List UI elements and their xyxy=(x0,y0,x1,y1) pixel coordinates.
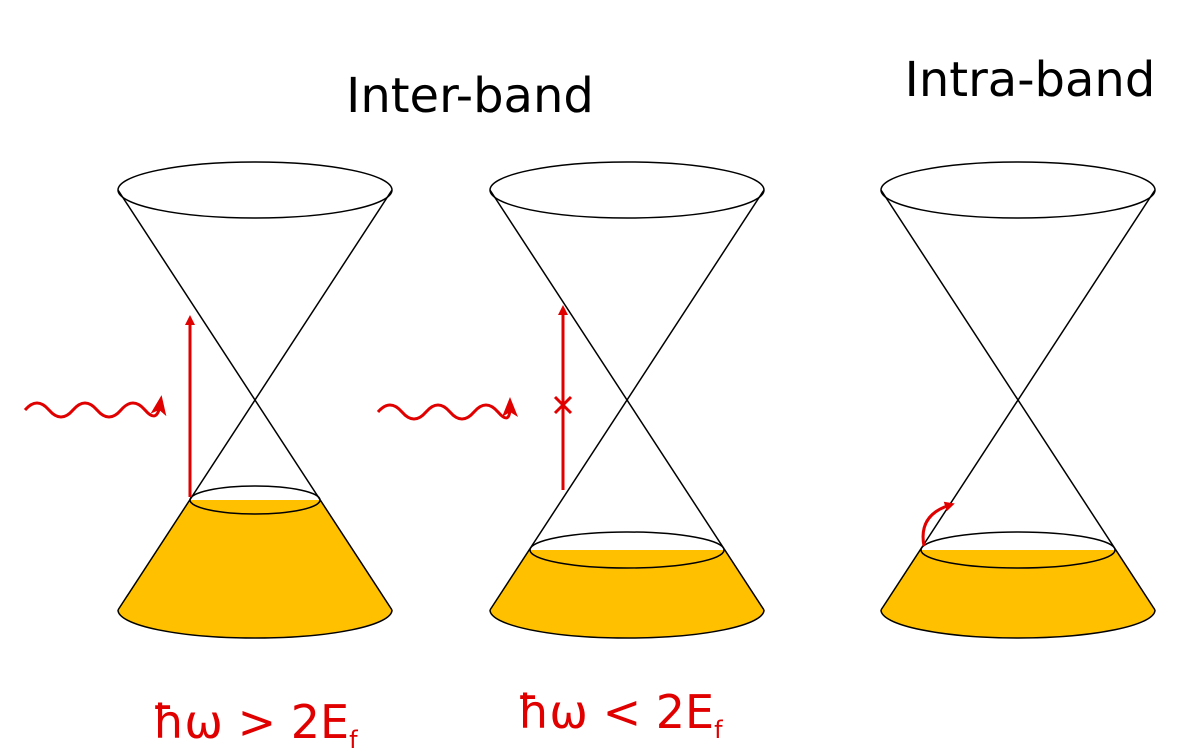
cone-1 xyxy=(25,162,392,638)
label-main: ħω < 2E xyxy=(517,685,714,739)
cone-2 xyxy=(378,162,764,638)
label-sub: f xyxy=(714,716,723,744)
cone-3 xyxy=(881,162,1155,638)
label-main: ħω > 2E xyxy=(152,695,349,749)
heading-inter: Inter-band xyxy=(346,68,594,124)
label-sub: f xyxy=(349,726,358,754)
heading-intra: Intra-band xyxy=(905,52,1156,108)
diagram: Inter-band Intra-band ħω > 2Ef ħω < 2E xyxy=(0,0,1193,755)
label-less: ħω < 2Ef xyxy=(517,685,723,744)
label-greater: ħω > 2Ef xyxy=(152,695,358,754)
